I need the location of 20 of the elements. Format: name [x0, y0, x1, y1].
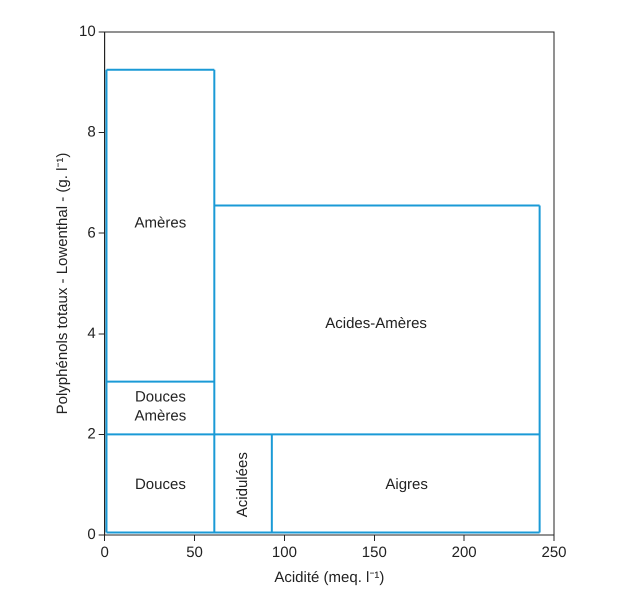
y-tick-label: 8	[87, 124, 96, 141]
x-tick-label: 250	[541, 544, 567, 562]
x-tick-label: 100	[272, 544, 297, 562]
x-tick-label: 200	[452, 544, 477, 562]
y-tick-label: 6	[87, 224, 96, 242]
annotation: Aigres	[385, 476, 428, 493]
annotation: Douces Amères	[134, 388, 186, 424]
y-tick-label: 2	[87, 426, 96, 443]
annotation: Douces	[134, 476, 186, 493]
annotation: Acidulées	[234, 452, 252, 518]
y-axis-title: Polyphénols totaux - Lowenthal - (g. l⁻¹)	[54, 152, 72, 414]
x-tick-label: 0	[100, 544, 109, 562]
y-tick-label: 0	[87, 526, 96, 544]
annotation: Acides-Amères	[325, 314, 427, 332]
y-tick-label: 4	[87, 324, 96, 342]
x-tick-label: 150	[362, 544, 387, 562]
y-tick-label: 10	[78, 23, 96, 40]
annotation: Amères	[134, 214, 186, 232]
x-axis-title: Acidité (meq. l⁻¹)	[274, 569, 384, 586]
x-tick-label: 50	[186, 544, 203, 562]
